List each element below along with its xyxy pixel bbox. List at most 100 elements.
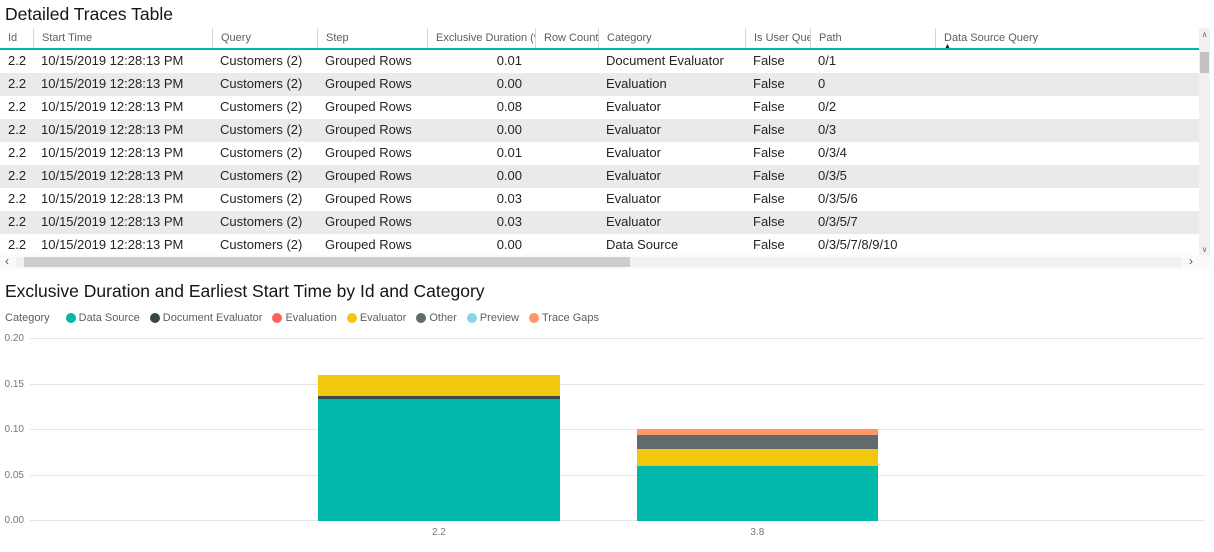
cell-start-time: 10/15/2019 12:28:13 PM [41, 76, 184, 91]
horizontal-scroll-track[interactable] [16, 257, 1182, 267]
cell-query: Customers (2) [220, 168, 303, 183]
column-header-label: Step [326, 32, 349, 44]
column-header-exclusive-duration[interactable]: Exclusive Duration (%) [427, 28, 535, 48]
cell-category: Document Evaluator [606, 53, 724, 68]
scroll-right-icon[interactable]: › [1189, 254, 1193, 268]
stacked-bar-2-2[interactable] [317, 375, 560, 521]
cell-row-count [535, 188, 598, 211]
cell-row-count [535, 96, 598, 119]
legend-label: Document Evaluator [162, 312, 263, 324]
column-header-data-source-query[interactable]: Data Source Query ▲ [935, 28, 1199, 48]
y-axis-tick-label: 0.20 [4, 333, 24, 344]
table-row[interactable]: 2.2 10/15/2019 12:28:13 PM Customers (2) Gr… [0, 234, 1199, 254]
table-row[interactable]: 2.2 10/15/2019 12:28:13 PM Customers (2) Gr… [0, 165, 1199, 188]
vertical-scroll-thumb[interactable] [1200, 52, 1209, 73]
legend-item-document-evaluator[interactable]: Document Evaluator [149, 312, 263, 324]
cell-category: Evaluator [606, 191, 661, 206]
column-header-row-count[interactable]: Row Count [535, 28, 598, 48]
table-row[interactable]: 2.2 10/15/2019 12:28:13 PM Customers (2) Gr… [0, 188, 1199, 211]
cell-query: Customers (2) [220, 145, 303, 160]
legend-item-other[interactable]: Other [416, 312, 457, 324]
legend-label: Evaluation [285, 312, 337, 324]
cell-id: 2.2 [8, 214, 27, 229]
legend-dot-icon [65, 313, 76, 323]
legend-label: Other [429, 312, 457, 324]
table-header-row: Id Start Time Query Step Exclusive Duration … [0, 28, 1199, 50]
traces-table: Id Start Time Query Step Exclusive Duration … [0, 28, 1210, 256]
cell-data-source-query [935, 165, 1199, 188]
cell-data-source-query [935, 50, 1199, 73]
bar-segment-data-source[interactable] [636, 465, 878, 521]
legend-item-data-source[interactable]: Data Source [65, 312, 140, 324]
cell-data-source-query [935, 73, 1199, 96]
cell-step: Grouped Rows [325, 145, 412, 160]
cell-start-time: 10/15/2019 12:28:13 PM [41, 237, 184, 252]
cell-path: 0 [818, 76, 826, 91]
table-row[interactable]: 2.2 10/15/2019 12:28:13 PM Customers (2) Gr… [0, 50, 1199, 73]
bar-segment-document-evaluator[interactable] [317, 396, 560, 400]
cell-start-time: 10/15/2019 12:28:13 PM [41, 122, 184, 137]
table-vertical-scrollbar[interactable]: ∧ ∨ [1199, 28, 1210, 256]
table-horizontal-scrollbar[interactable]: ‹ › [0, 255, 1210, 269]
column-header-label: Data Source Query [944, 32, 1039, 44]
table-row[interactable]: 2.2 10/15/2019 12:28:13 PM Customers (2) Gr… [0, 73, 1199, 96]
gridline [30, 338, 1205, 339]
legend-item-preview[interactable]: Preview [466, 312, 519, 324]
cell-row-count [535, 119, 598, 142]
cell-id: 2.2 [8, 191, 27, 206]
cell-query: Customers (2) [220, 122, 303, 137]
table-row[interactable]: 2.2 10/15/2019 12:28:13 PM Customers (2) Gr… [0, 142, 1199, 165]
cell-category: Data Source [606, 237, 679, 252]
bar-segment-data-source[interactable] [317, 399, 560, 521]
column-header-query[interactable]: Query [212, 28, 317, 48]
legend-item-evaluation[interactable]: Evaluation [272, 312, 337, 324]
column-header-is-user-query[interactable]: Is User Query [745, 28, 810, 48]
cell-exclusive-duration: 0.00 [496, 168, 522, 183]
column-header-label: Is User Query [754, 32, 810, 44]
cell-query: Customers (2) [220, 99, 303, 114]
legend-dot-icon [528, 313, 539, 323]
x-axis-category-label: 3.8 [750, 527, 765, 538]
column-header-id[interactable]: Id [0, 28, 33, 48]
bar-segment-evaluator[interactable] [636, 449, 878, 466]
column-header-label: Start Time [42, 32, 93, 44]
column-header-step[interactable]: Step [317, 28, 427, 48]
cell-path: 0/2 [818, 99, 837, 114]
table-body: 2.2 10/15/2019 12:28:13 PM Customers (2) Gr… [0, 50, 1199, 254]
table-row[interactable]: 2.2 10/15/2019 12:28:13 PM Customers (2) Gr… [0, 211, 1199, 234]
column-header-category[interactable]: Category [598, 28, 745, 48]
legend-item-trace-gaps[interactable]: Trace Gaps [528, 312, 599, 324]
legend-item-evaluator[interactable]: Evaluator [346, 312, 406, 324]
horizontal-scroll-thumb[interactable] [24, 257, 630, 267]
cell-start-time: 10/15/2019 12:28:13 PM [41, 99, 184, 114]
table-row[interactable]: 2.2 10/15/2019 12:28:13 PM Customers (2) Gr… [0, 96, 1199, 119]
cell-step: Grouped Rows [325, 76, 412, 91]
cell-query: Customers (2) [220, 53, 303, 68]
bar-segment-evaluator[interactable] [317, 375, 560, 397]
column-header-label: Query [221, 32, 251, 44]
chart-title: Exclusive Duration and Earliest Start Ti… [5, 281, 485, 301]
cell-path: 0/1 [818, 53, 837, 68]
cell-id: 2.2 [8, 122, 27, 137]
column-header-start-time[interactable]: Start Time [33, 28, 212, 48]
legend-dot-icon [272, 313, 283, 323]
column-header-path[interactable]: Path [810, 28, 935, 48]
chart-plot-area: 0.00 0.05 0.10 0.15 0.20 2.2 3.8 [5, 334, 1205, 538]
bar-segment-trace-gaps[interactable] [636, 429, 878, 435]
table-row[interactable]: 2.2 10/15/2019 12:28:13 PM Customers (2) Gr… [0, 119, 1199, 142]
cell-start-time: 10/15/2019 12:28:13 PM [41, 168, 184, 183]
duration-by-id-chart-visual: Exclusive Duration and Earliest Start Ti… [0, 277, 1214, 538]
cell-start-time: 10/15/2019 12:28:13 PM [41, 53, 184, 68]
scroll-up-icon[interactable]: ∧ [1201, 30, 1208, 39]
cell-is-user-query: False [753, 191, 785, 206]
scroll-left-icon[interactable]: ‹ [5, 254, 9, 268]
cell-row-count [535, 50, 598, 73]
cell-category: Evaluator [606, 122, 661, 137]
cell-is-user-query: False [753, 53, 785, 68]
stacked-bar-3-8[interactable] [636, 429, 878, 521]
scroll-down-icon[interactable]: ∨ [1201, 245, 1208, 254]
column-header-label: Id [8, 32, 18, 44]
bar-segment-other[interactable] [636, 434, 878, 450]
legend-dot-icon [466, 313, 477, 323]
cell-path: 0/3 [818, 122, 837, 137]
